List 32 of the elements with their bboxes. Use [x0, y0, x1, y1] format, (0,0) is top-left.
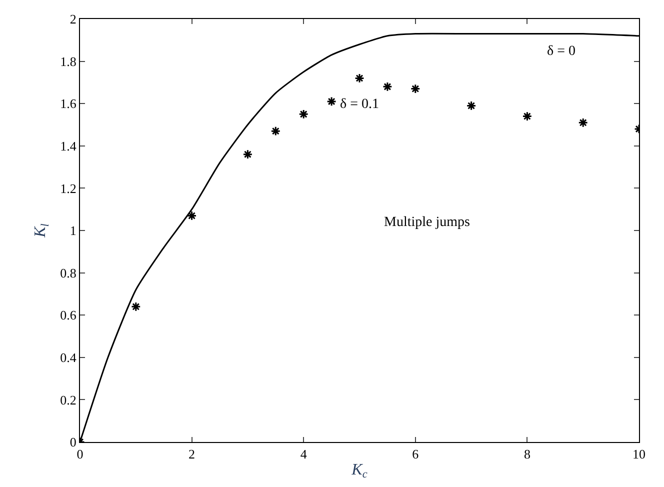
point	[186, 210, 197, 221]
y-tick-label: 1.8	[60, 54, 76, 69]
annotation: Multiple jumps	[384, 215, 470, 230]
point	[382, 82, 392, 92]
point	[354, 73, 364, 84]
x-axis-title: K$_{c}$	[350, 461, 368, 481]
y-tick-label: 0.8	[60, 265, 76, 280]
x-tick-label: 2	[188, 446, 196, 462]
point	[522, 111, 532, 122]
point	[466, 100, 476, 111]
y-tick-label: 0.4	[60, 350, 77, 365]
y-tick-label: 0	[70, 434, 76, 450]
y-tick-label: 2	[70, 12, 76, 27]
y-tick-label: 1	[70, 223, 76, 238]
y-tick-label: 0.2	[60, 392, 76, 408]
y-tick-label: 1.4	[60, 138, 77, 154]
annotation: δ = 0.1	[340, 97, 379, 112]
point	[326, 96, 336, 106]
point	[410, 84, 420, 94]
x-tick-label: 8	[524, 446, 530, 462]
point	[578, 118, 588, 128]
x-tick-label: 4	[300, 446, 308, 462]
point	[242, 149, 253, 160]
point	[130, 302, 141, 312]
y-tick-label: 0.6	[60, 308, 77, 323]
y-tick-label: 1.2	[60, 180, 76, 196]
y-tick-label: 1.6	[60, 96, 77, 112]
x-tick-label: 6	[412, 446, 420, 462]
point	[298, 109, 309, 120]
annotation: δ = 0	[547, 44, 576, 59]
point	[270, 126, 281, 136]
x-tick-label: 10	[632, 446, 646, 462]
